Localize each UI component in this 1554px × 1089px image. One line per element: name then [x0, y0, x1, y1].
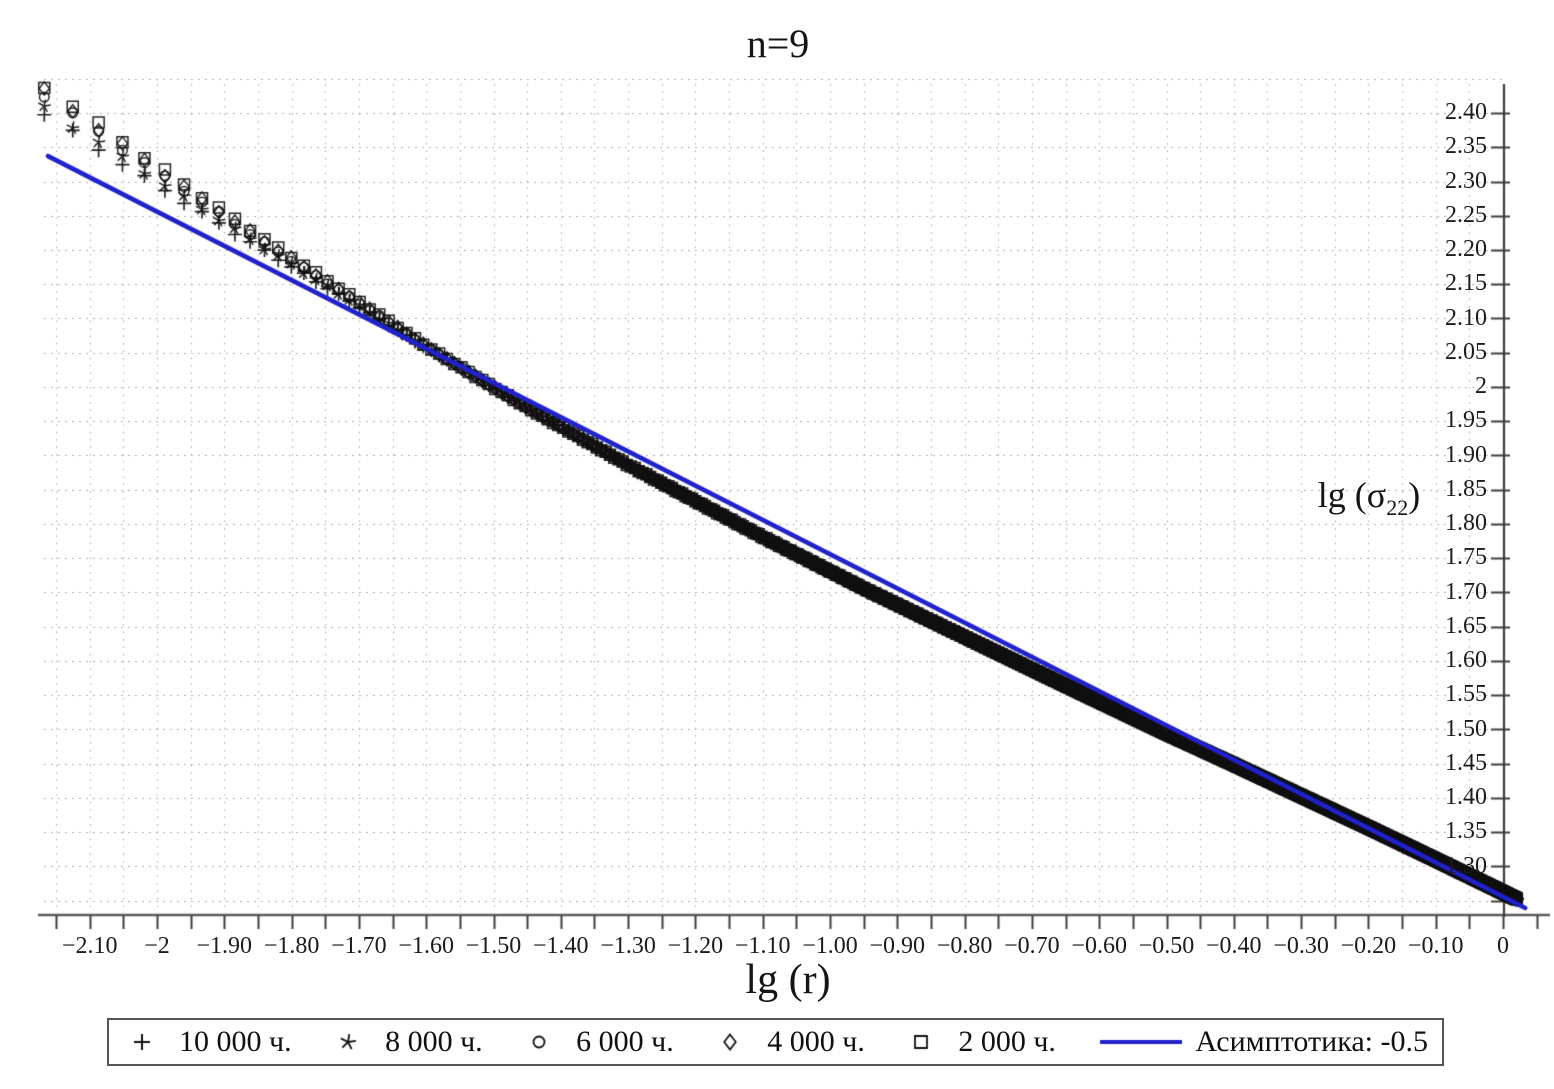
x-tick-label: −0.10 [1407, 933, 1464, 959]
x-tick-label: −0.80 [936, 933, 993, 959]
y-tick-label: 1.50 [1445, 715, 1487, 742]
legend-item: 2 000 ч. [906, 1025, 1056, 1059]
x-tick-label: −1.50 [465, 933, 522, 959]
y-tick-label: 1.85 [1445, 475, 1487, 502]
y-axis-label-text: lg (σ [1317, 475, 1387, 515]
y-tick-label: 2 [1475, 373, 1487, 399]
x-tick-label: −1.60 [398, 933, 454, 959]
y-tick-label: 1.70 [1445, 578, 1487, 605]
y-axis-label: lg (σ22) [1280, 474, 1458, 521]
y-tick-label: 2.40 [1445, 99, 1487, 125]
legend-item-label: 8 000 ч. [385, 1025, 483, 1058]
y-tick-label: 1.90 [1445, 441, 1487, 468]
x-tick-label: −0.90 [869, 933, 926, 959]
y-tick-label: 2.35 [1445, 133, 1487, 160]
star-marker-icon [333, 1027, 364, 1057]
y-tick-label: 1.40 [1445, 784, 1487, 810]
x-tick-label: −0.70 [1004, 933, 1060, 959]
legend-item-label: 2 000 ч. [958, 1025, 1056, 1058]
legend-item: 4 000 ч. [715, 1025, 865, 1059]
y-axis-label-subscript: 22 [1386, 495, 1409, 521]
y-tick-label: 2.05 [1445, 338, 1487, 365]
y-tick-label: 1.75 [1445, 544, 1487, 571]
y-tick-label: 1.60 [1445, 647, 1487, 673]
y-tick-label: 1.45 [1445, 749, 1487, 776]
x-tick-label: −0.50 [1138, 933, 1195, 959]
x-tick-label: −1.30 [600, 933, 656, 959]
y-tick-label: 1.65 [1445, 612, 1487, 639]
x-tick-label: −0.30 [1273, 933, 1329, 959]
y-axis-label-close: ) [1408, 475, 1421, 515]
x-tick-label: −0.40 [1206, 933, 1262, 959]
y-tick-label: 1.35 [1445, 818, 1487, 845]
chart-title: n=9 [746, 21, 810, 66]
y-tick-label: 1.80 [1445, 510, 1487, 536]
x-tick-label: −1.10 [734, 933, 791, 959]
x-axis-label: lg (r) [745, 957, 831, 1003]
square-marker-icon [906, 1027, 937, 1057]
legend-item-label: 4 000 ч. [767, 1025, 865, 1058]
y-tick-label: 1.30 [1445, 852, 1487, 879]
y-tick-label: 2.25 [1445, 201, 1487, 228]
legend-item: 8 000 ч. [333, 1025, 483, 1059]
line-marker-icon [1097, 1027, 1186, 1057]
diamond-marker-icon [715, 1027, 746, 1057]
y-tick-label: 2.15 [1445, 270, 1487, 297]
x-tick-label: −2.10 [61, 933, 118, 959]
x-tick-label: −1.70 [331, 933, 387, 959]
x-tick-label: −1.00 [802, 933, 858, 959]
x-tick-label: −1.20 [667, 933, 724, 959]
x-tick-label: −0.20 [1340, 933, 1397, 959]
legend-item: Асимптотика: -0.5 [1097, 1025, 1428, 1059]
x-tick-label: −1.90 [196, 933, 253, 959]
plus-marker-icon [127, 1027, 157, 1057]
x-tick-label: −2 [144, 933, 170, 959]
legend: 10 000 ч. 8 000 ч. 6 000 ч. 4 000 ч. 2 000 ч… [107, 1018, 1444, 1066]
y-tick-label: 2.10 [1445, 304, 1487, 331]
legend-item-label: Асимптотика: -0.5 [1195, 1025, 1428, 1058]
x-tick-label: −1.40 [533, 933, 589, 959]
circle-marker-icon [524, 1027, 555, 1057]
y-tick-label: 1.55 [1445, 681, 1487, 708]
legend-item-label: 10 000 ч. [179, 1025, 292, 1058]
legend-item: 6 000 ч. [524, 1025, 674, 1059]
x-tick-label: −0.60 [1071, 933, 1127, 959]
y-tick-label: 1.95 [1445, 407, 1487, 434]
legend-item-label: 6 000 ч. [576, 1025, 674, 1058]
y-tick-label: 2.30 [1445, 167, 1487, 194]
y-tick-label: 2.20 [1445, 236, 1487, 262]
legend-item: 10 000 ч. [127, 1025, 292, 1059]
x-tick-label: −1.80 [263, 933, 320, 959]
x-tick-label: 0 [1497, 933, 1509, 959]
